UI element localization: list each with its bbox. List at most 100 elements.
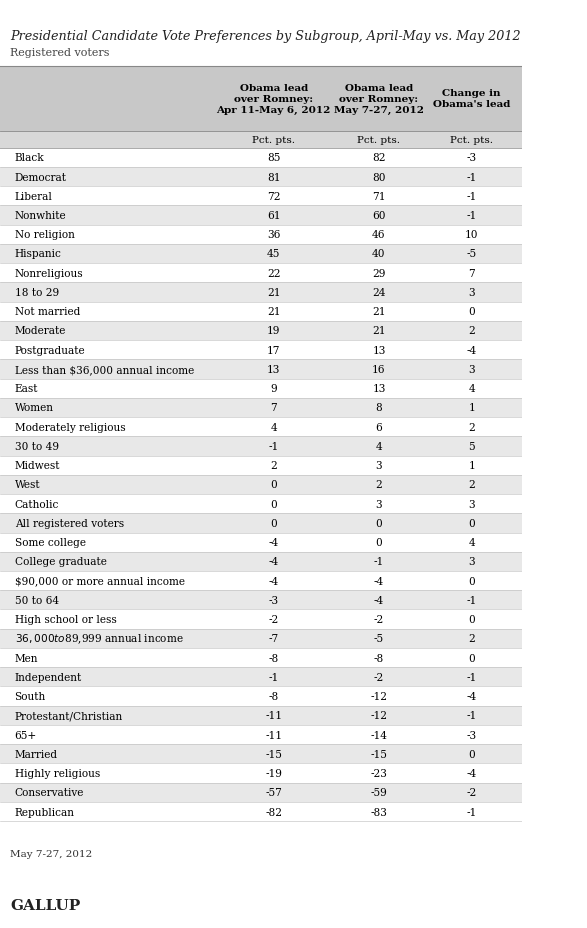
- Bar: [0, 303, 522, 321]
- Text: -1: -1: [467, 191, 477, 201]
- Text: Republican: Republican: [15, 806, 75, 817]
- Bar: [0, 321, 522, 341]
- Text: 5: 5: [468, 442, 475, 451]
- Bar: [0, 533, 522, 552]
- Text: 45: 45: [267, 250, 281, 259]
- Bar: [0, 475, 522, 495]
- Text: -57: -57: [265, 788, 282, 797]
- Text: West: West: [15, 480, 41, 490]
- Bar: [0, 590, 522, 610]
- Text: -1: -1: [374, 557, 384, 567]
- Text: 0: 0: [376, 519, 382, 528]
- Bar: [0, 649, 522, 667]
- Text: $36,000 to $89,999 annual income: $36,000 to $89,999 annual income: [15, 632, 183, 646]
- Text: 2: 2: [468, 326, 475, 336]
- Text: 46: 46: [372, 230, 386, 240]
- Bar: [0, 398, 522, 418]
- Text: Pct. pts.: Pct. pts.: [450, 135, 493, 145]
- Text: Nonreligious: Nonreligious: [15, 268, 83, 278]
- Text: Obama lead
over Romney:
Apr 11-May 6, 2012: Obama lead over Romney: Apr 11-May 6, 20…: [217, 84, 331, 115]
- Text: -1: -1: [467, 173, 477, 182]
- Text: 0: 0: [270, 480, 277, 490]
- Text: -15: -15: [265, 749, 282, 759]
- Text: $90,000 or more annual income: $90,000 or more annual income: [15, 576, 185, 586]
- Bar: [0, 572, 522, 590]
- Text: 2: 2: [468, 480, 475, 490]
- Text: 16: 16: [372, 365, 386, 375]
- Text: Liberal: Liberal: [15, 191, 52, 201]
- Text: 40: 40: [372, 250, 386, 259]
- Text: 21: 21: [267, 307, 281, 316]
- Bar: [0, 341, 522, 360]
- Text: 4: 4: [376, 442, 382, 451]
- Text: 36: 36: [267, 230, 281, 240]
- Text: -1: -1: [467, 806, 477, 817]
- Text: Presidential Candidate Vote Preferences by Subgroup, April-May vs. May 2012: Presidential Candidate Vote Preferences …: [11, 30, 521, 43]
- Text: 2: 2: [468, 422, 475, 432]
- Text: -19: -19: [265, 768, 282, 779]
- Bar: [0, 629, 522, 649]
- Text: 71: 71: [372, 191, 386, 201]
- Text: 3: 3: [468, 557, 475, 567]
- Text: 10: 10: [465, 230, 478, 240]
- Text: -3: -3: [269, 595, 279, 605]
- Text: Hispanic: Hispanic: [15, 250, 62, 259]
- Text: 18 to 29: 18 to 29: [15, 288, 59, 298]
- Text: 22: 22: [267, 268, 281, 278]
- Text: -12: -12: [370, 711, 387, 720]
- Text: -1: -1: [467, 211, 477, 221]
- Text: 6: 6: [376, 422, 382, 432]
- Text: Registered voters: Registered voters: [11, 48, 110, 58]
- Text: -2: -2: [374, 614, 384, 625]
- Text: -1: -1: [268, 442, 279, 451]
- Text: Midwest: Midwest: [15, 460, 60, 470]
- Text: 8: 8: [376, 403, 382, 413]
- Bar: [0, 380, 522, 398]
- Text: 0: 0: [270, 499, 277, 509]
- Text: -23: -23: [370, 768, 387, 779]
- Text: 4: 4: [468, 537, 475, 548]
- Text: Conservative: Conservative: [15, 788, 84, 797]
- Text: 21: 21: [267, 288, 281, 298]
- Bar: [0, 610, 522, 629]
- Text: -2: -2: [268, 614, 279, 625]
- Bar: [0, 264, 522, 283]
- Text: Not married: Not married: [15, 307, 80, 316]
- Text: -83: -83: [370, 806, 387, 817]
- Text: 13: 13: [267, 365, 281, 375]
- Text: 21: 21: [372, 307, 386, 316]
- Text: -2: -2: [374, 672, 384, 682]
- Bar: [0, 514, 522, 533]
- Bar: [0, 132, 522, 148]
- Bar: [0, 725, 522, 744]
- Text: 0: 0: [376, 537, 382, 548]
- Bar: [0, 667, 522, 687]
- Text: -14: -14: [370, 729, 387, 740]
- Bar: [0, 67, 522, 132]
- Bar: [0, 148, 522, 168]
- Text: 3: 3: [376, 499, 382, 509]
- Text: 72: 72: [267, 191, 281, 201]
- Text: Postgraduate: Postgraduate: [15, 345, 85, 355]
- Text: -3: -3: [467, 729, 477, 740]
- Bar: [0, 706, 522, 725]
- Text: -11: -11: [265, 729, 282, 740]
- Text: Married: Married: [15, 749, 58, 759]
- Text: 0: 0: [468, 519, 475, 528]
- Text: 2: 2: [376, 480, 382, 490]
- Text: Nonwhite: Nonwhite: [15, 211, 66, 221]
- Text: 21: 21: [372, 326, 386, 336]
- Text: 81: 81: [267, 173, 281, 182]
- Text: Independent: Independent: [15, 672, 82, 682]
- Text: 4: 4: [270, 422, 277, 432]
- Text: 17: 17: [267, 345, 281, 355]
- Text: -8: -8: [268, 653, 279, 663]
- Text: -5: -5: [467, 250, 477, 259]
- Text: 9: 9: [271, 384, 277, 393]
- Bar: [0, 168, 522, 187]
- Text: 7: 7: [468, 268, 475, 278]
- Bar: [0, 552, 522, 572]
- Text: 2: 2: [468, 634, 475, 644]
- Text: -59: -59: [370, 788, 387, 797]
- Text: 0: 0: [468, 614, 475, 625]
